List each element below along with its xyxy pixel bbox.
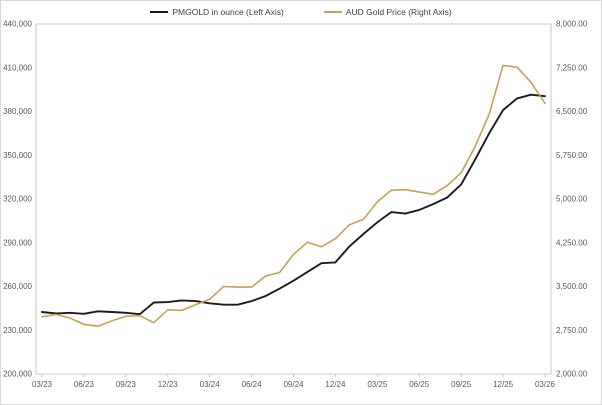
right-axis-tick-label: 5,750.00 xyxy=(556,151,588,160)
right-axis-tick-label: 3,500.00 xyxy=(556,282,588,291)
pmgold-series-line xyxy=(41,93,546,316)
x-axis-tick-label: 06/25 xyxy=(409,380,430,389)
x-axis-tick-label: 06/24 xyxy=(242,380,263,389)
left-axis-tick-label: 440,000 xyxy=(3,20,32,29)
left-axis-tick-label: 410,000 xyxy=(3,63,32,72)
x-axis-tick-label: 03/25 xyxy=(367,380,388,389)
legend-label-pmgold: PMGOLD in ounce (Left Axis) xyxy=(172,6,284,17)
pmgold-line-swatch xyxy=(150,10,169,14)
x-axis-tick-label: 09/23 xyxy=(116,380,137,389)
right-axis-tick-label: 7,250.00 xyxy=(556,63,588,72)
x-axis-tick-label: 12/25 xyxy=(493,380,514,389)
legend-label-aud-gold: AUD Gold Price (Right Axis) xyxy=(345,6,452,17)
aud-gold-line-swatch xyxy=(323,10,342,14)
legend-item-pmgold: PMGOLD in ounce (Left Axis) xyxy=(150,8,284,17)
x-axis-tick-label: 12/23 xyxy=(158,380,179,389)
aud-gold-series-line xyxy=(41,64,546,328)
x-axis-tick-label: 03/23 xyxy=(32,380,53,389)
right-axis-tick-label: 8,000.00 xyxy=(556,20,588,29)
left-axis-tick-label: 380,000 xyxy=(3,107,32,116)
x-axis-tick-label: 12/24 xyxy=(325,380,346,389)
right-axis-tick-label: 4,250.00 xyxy=(556,238,588,247)
legend: PMGOLD in ounce (Left Axis) AUD Gold Pri… xyxy=(1,5,601,19)
left-axis-tick-label: 290,000 xyxy=(3,238,32,247)
legend-item-aud-gold: AUD Gold Price (Right Axis) xyxy=(323,6,452,17)
left-axis-tick-label: 320,000 xyxy=(3,195,32,204)
x-axis-tick-label: 06/23 xyxy=(74,380,95,389)
left-axis-tick-label: 230,000 xyxy=(3,326,32,335)
left-axis-tick-label: 260,000 xyxy=(3,282,32,291)
x-axis-tick-label: 03/26 xyxy=(535,380,556,389)
left-axis-tick-label: 350,000 xyxy=(3,151,32,160)
x-axis-tick-label: 03/24 xyxy=(200,380,221,389)
x-axis-tick-label: 09/24 xyxy=(283,380,304,389)
left-axis-tick-label: 200,000 xyxy=(3,370,32,379)
right-axis-tick-label: 2,000.00 xyxy=(556,370,588,379)
plot-border xyxy=(35,23,552,375)
right-axis-tick-label: 5,000.00 xyxy=(556,195,588,204)
right-axis-tick-label: 2,750.00 xyxy=(556,326,588,335)
right-axis-tick-label: 6,500.00 xyxy=(556,107,588,116)
x-axis-tick-label: 09/25 xyxy=(451,380,472,389)
